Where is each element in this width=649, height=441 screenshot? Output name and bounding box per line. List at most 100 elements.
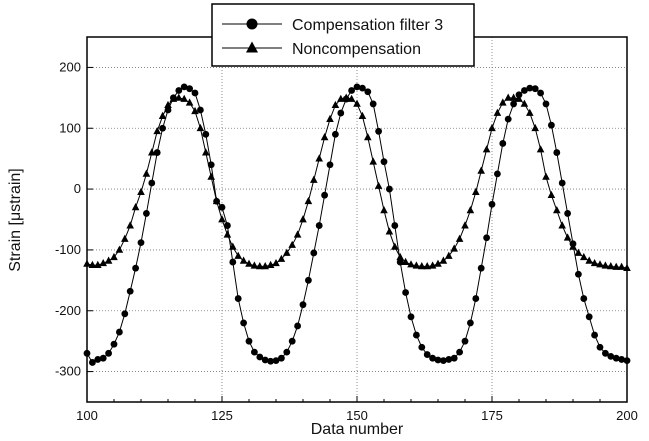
data-point-triangle bbox=[185, 98, 194, 106]
data-point-triangle bbox=[110, 252, 118, 261]
data-point-circle bbox=[337, 109, 345, 117]
data-point-triangle bbox=[472, 187, 480, 196]
data-point-circle bbox=[126, 287, 134, 295]
data-point-circle bbox=[175, 87, 183, 94]
data-point-triangle bbox=[358, 111, 367, 119]
data-point-triangle bbox=[115, 245, 124, 253]
data-point-triangle bbox=[266, 260, 275, 269]
data-point-circle bbox=[305, 276, 312, 284]
data-point-triangle bbox=[434, 259, 442, 267]
data-point-triangle bbox=[509, 93, 518, 101]
data-point-circle bbox=[499, 140, 507, 147]
data-point-triangle bbox=[175, 93, 183, 101]
data-point-triangle bbox=[380, 206, 388, 214]
data-point-triangle bbox=[272, 258, 280, 267]
data-point-triangle bbox=[374, 181, 383, 189]
data-point-triangle bbox=[142, 169, 151, 177]
data-point-circle bbox=[116, 328, 123, 336]
data-point-triangle bbox=[607, 262, 615, 270]
data-point-triangle bbox=[202, 148, 210, 156]
data-point-triangle bbox=[261, 262, 269, 270]
data-point-circle bbox=[245, 337, 253, 345]
data-point-triangle bbox=[385, 227, 394, 235]
data-point-circle bbox=[510, 100, 517, 108]
data-point-circle bbox=[456, 348, 463, 356]
data-point-circle bbox=[186, 85, 194, 93]
data-point-circle bbox=[526, 84, 534, 92]
data-point-circle bbox=[202, 130, 210, 138]
y-tick-label: -300 bbox=[55, 364, 81, 379]
data-point-circle bbox=[256, 353, 264, 361]
data-point-circle bbox=[359, 84, 366, 92]
data-point-circle bbox=[488, 200, 496, 208]
data-point-triangle bbox=[326, 114, 334, 123]
data-point-triangle bbox=[126, 221, 134, 229]
x-tick-label: 150 bbox=[346, 408, 368, 423]
data-point-triangle bbox=[310, 175, 318, 183]
data-point-triangle bbox=[196, 123, 205, 132]
data-point-triangle bbox=[299, 215, 307, 223]
data-point-circle bbox=[575, 270, 582, 278]
data-point-triangle bbox=[504, 93, 512, 101]
data-point-triangle bbox=[304, 196, 313, 205]
data-point-circle bbox=[89, 359, 96, 366]
data-point-triangle bbox=[461, 221, 469, 229]
series-line-2 bbox=[86, 97, 628, 269]
data-point-triangle bbox=[131, 203, 140, 211]
data-point-triangle bbox=[401, 257, 410, 265]
data-point-circle bbox=[537, 89, 544, 97]
x-tick-label: 125 bbox=[211, 408, 233, 423]
x-tick-label: 200 bbox=[616, 408, 638, 423]
data-point-triangle bbox=[180, 94, 188, 102]
y-tick-label: 0 bbox=[74, 181, 81, 196]
data-point-circle bbox=[477, 264, 485, 272]
data-point-circle bbox=[434, 356, 442, 364]
data-point-circle bbox=[423, 351, 431, 358]
data-point-circle bbox=[364, 88, 372, 96]
data-point-triangle bbox=[148, 148, 156, 156]
y-tick-label: 200 bbox=[59, 59, 81, 74]
data-point-circle bbox=[310, 249, 318, 257]
data-point-triangle bbox=[369, 157, 377, 165]
data-point-circle bbox=[564, 210, 571, 217]
data-point-circle bbox=[278, 354, 285, 362]
data-point-triangle bbox=[412, 261, 421, 269]
data-point-triangle bbox=[212, 196, 221, 205]
data-point-circle bbox=[218, 203, 226, 211]
data-point-triangle bbox=[499, 98, 507, 106]
data-point-circle bbox=[396, 258, 404, 266]
data-point-circle bbox=[548, 121, 555, 129]
data-point-circle bbox=[504, 115, 512, 123]
y-tick-label: 100 bbox=[59, 120, 81, 135]
x-tick-label: 100 bbox=[76, 408, 98, 423]
legend-triangle-marker bbox=[246, 41, 258, 53]
data-point-triangle bbox=[342, 93, 350, 101]
data-point-triangle bbox=[423, 262, 431, 270]
data-point-circle bbox=[542, 100, 550, 108]
data-point-circle bbox=[110, 340, 118, 348]
data-point-triangle bbox=[347, 94, 356, 102]
data-point-circle bbox=[472, 295, 480, 302]
data-point-circle bbox=[450, 354, 458, 362]
data-point-triangle bbox=[207, 172, 215, 180]
data-point-circle bbox=[558, 179, 566, 187]
data-point-circle bbox=[283, 348, 291, 356]
data-point-circle bbox=[380, 158, 388, 166]
data-point-circle bbox=[197, 106, 204, 114]
legend-box bbox=[211, 3, 475, 67]
data-point-circle bbox=[332, 130, 339, 138]
data-point-triangle bbox=[488, 123, 496, 132]
data-point-triangle bbox=[99, 258, 107, 267]
data-point-triangle bbox=[542, 172, 550, 180]
x-axis-title: Data number bbox=[311, 421, 404, 438]
data-point-circle bbox=[440, 357, 447, 365]
data-point-circle bbox=[348, 87, 355, 94]
data-point-circle bbox=[148, 179, 156, 187]
legend-circle-marker bbox=[246, 18, 258, 30]
data-point-triangle bbox=[121, 234, 129, 242]
data-point-circle bbox=[294, 322, 301, 330]
data-point-triangle bbox=[169, 94, 178, 102]
data-point-circle bbox=[607, 352, 615, 360]
ticks: 100 125 150 175 200 -300 -200 -100 0 100 200 bbox=[55, 59, 638, 423]
data-point-circle bbox=[375, 127, 382, 135]
